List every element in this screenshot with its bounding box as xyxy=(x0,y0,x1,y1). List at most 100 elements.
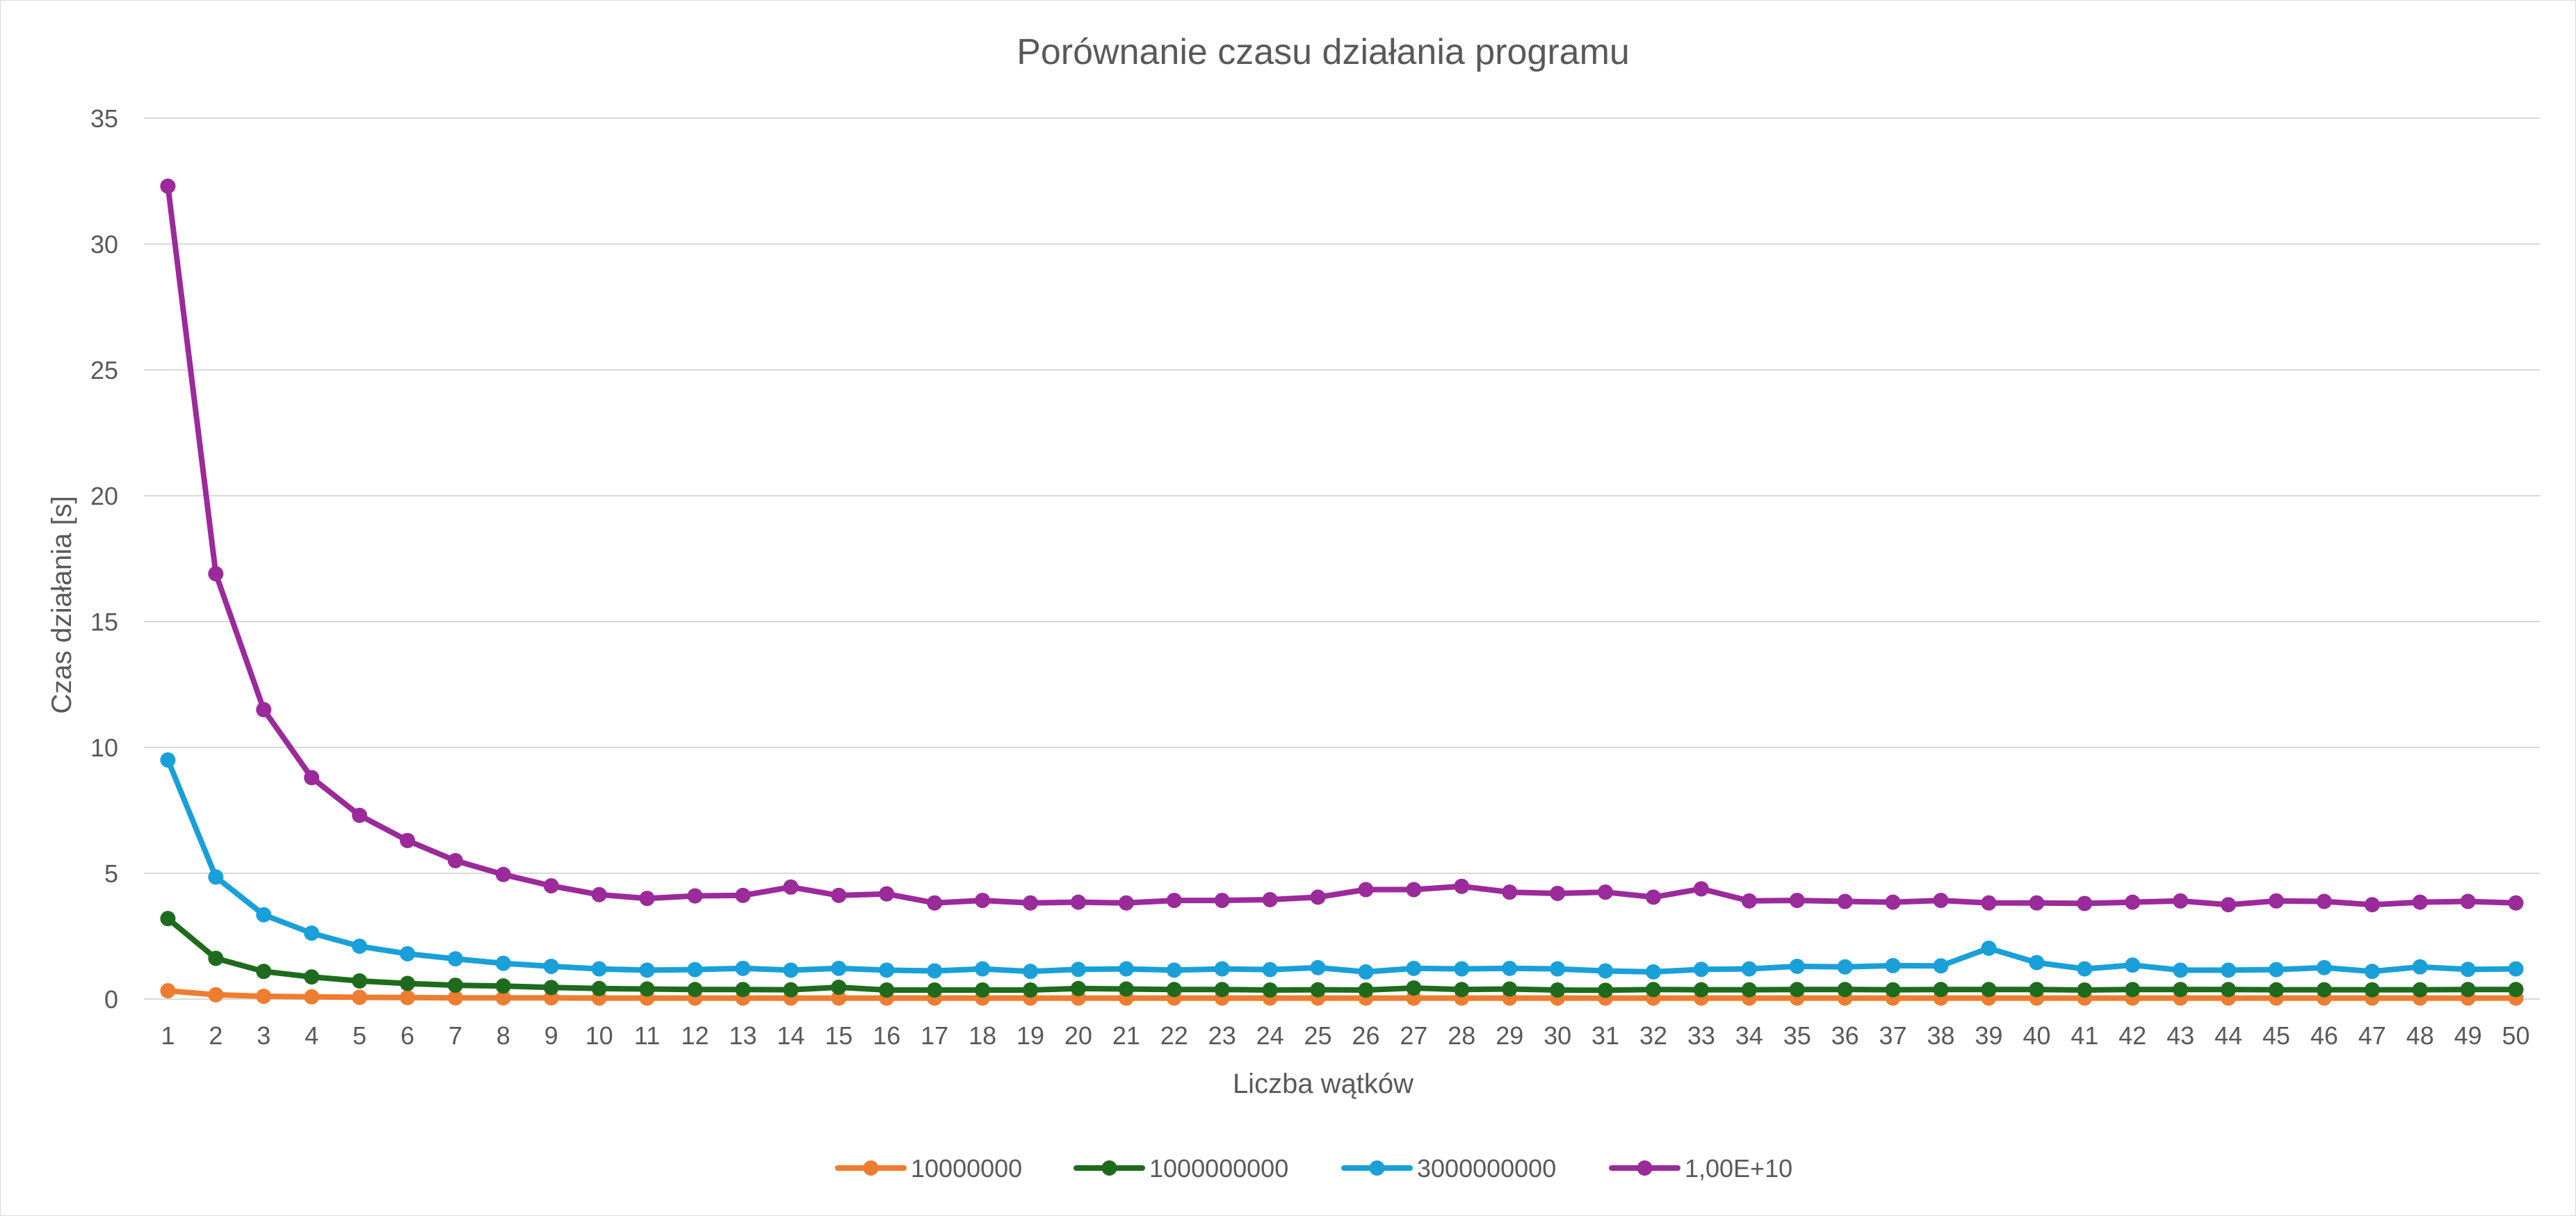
data-point xyxy=(1693,962,1709,978)
legend-item: 3000000000 xyxy=(1341,1154,1556,1183)
x-tick-label: 42 xyxy=(2119,1021,2146,1050)
data-point xyxy=(400,946,416,962)
x-tick-label: 6 xyxy=(400,1021,414,1050)
legend-swatch-marker xyxy=(863,1160,879,1176)
data-point xyxy=(687,982,703,998)
x-tick-label: 45 xyxy=(2262,1021,2290,1050)
data-point xyxy=(639,981,655,997)
x-tick-label: 31 xyxy=(1591,1021,1619,1050)
x-tick-label: 25 xyxy=(1304,1021,1332,1050)
x-tick-label: 5 xyxy=(353,1021,366,1050)
data-point xyxy=(1166,982,1182,998)
data-point xyxy=(2173,962,2189,978)
data-point xyxy=(2412,959,2428,975)
x-tick-label: 50 xyxy=(2502,1021,2530,1050)
data-point xyxy=(352,938,368,954)
data-point xyxy=(1502,884,1518,900)
data-point xyxy=(1933,893,1949,909)
x-tick-label: 23 xyxy=(1208,1021,1236,1050)
data-point xyxy=(304,989,320,1005)
data-point xyxy=(831,979,847,995)
data-point xyxy=(400,832,416,848)
x-tick-label: 13 xyxy=(729,1021,756,1050)
x-tick-label: 36 xyxy=(1831,1021,1859,1050)
legend-item: 1,00E+10 xyxy=(1609,1154,1792,1183)
data-point xyxy=(687,962,703,978)
data-point xyxy=(160,983,176,999)
y-tick-labels: 0 5 10 15 20 25 30 35 xyxy=(90,104,118,1014)
data-point xyxy=(1645,964,1661,980)
data-point xyxy=(1262,982,1278,998)
legend-swatch-marker xyxy=(1637,1160,1653,1176)
series-lines xyxy=(160,178,2524,1006)
y-tick-label: 10 xyxy=(90,733,118,762)
x-tick-label: 32 xyxy=(1639,1021,1667,1050)
data-point xyxy=(1645,982,1661,998)
data-point xyxy=(1358,964,1374,980)
x-tick-label: 33 xyxy=(1687,1021,1715,1050)
data-point xyxy=(975,893,991,909)
x-tick-label: 24 xyxy=(1256,1021,1284,1050)
data-point xyxy=(1118,895,1134,911)
data-point xyxy=(1262,892,1278,908)
series-line xyxy=(165,988,2519,1001)
data-point xyxy=(1550,885,1566,901)
data-point xyxy=(1550,961,1566,977)
data-point xyxy=(1406,960,1422,976)
x-tick-label: 35 xyxy=(1783,1021,1811,1050)
y-tick-label: 15 xyxy=(90,608,118,636)
data-point xyxy=(1454,878,1470,894)
x-tick-label: 8 xyxy=(496,1021,510,1050)
data-point xyxy=(1310,959,1326,975)
data-point xyxy=(1454,982,1470,998)
data-point xyxy=(783,982,799,998)
data-point xyxy=(2029,982,2045,998)
data-point xyxy=(2268,982,2284,998)
x-tick-labels: 1 2 3 4 5 6 7 8 9 10 11 12 13 14 15 16 17 18 19 20 21 22 23 24 2… xyxy=(161,1021,2529,1050)
data-point xyxy=(1166,962,1182,978)
data-point xyxy=(2125,982,2141,998)
data-point xyxy=(1981,895,1997,911)
y-tick-label: 25 xyxy=(90,356,118,384)
data-point xyxy=(1741,961,1757,977)
data-point xyxy=(208,950,224,966)
data-point xyxy=(1310,889,1326,905)
x-tick-label: 2 xyxy=(209,1021,222,1050)
x-tick-label: 17 xyxy=(921,1021,948,1050)
legend-item: 1000000000 xyxy=(1074,1154,1288,1183)
data-point xyxy=(1933,982,1949,998)
data-point xyxy=(2412,982,2428,998)
data-point xyxy=(1741,982,1757,998)
data-point xyxy=(2125,894,2141,910)
data-point xyxy=(495,990,511,1006)
data-point xyxy=(1406,882,1422,898)
data-point xyxy=(495,978,511,994)
x-tick-label: 29 xyxy=(1496,1021,1523,1050)
x-tick-label: 28 xyxy=(1448,1021,1475,1050)
data-point xyxy=(208,566,224,582)
data-point xyxy=(160,752,176,768)
data-point xyxy=(639,962,655,978)
x-tick-label: 15 xyxy=(825,1021,852,1050)
data-point xyxy=(1981,940,1997,956)
x-tick-label: 10 xyxy=(585,1021,613,1050)
data-point xyxy=(1310,982,1326,998)
data-point xyxy=(495,955,511,971)
data-point xyxy=(1358,982,1374,998)
x-tick-label: 39 xyxy=(1975,1021,2002,1050)
data-point xyxy=(927,982,943,998)
data-point xyxy=(2125,957,2141,973)
data-point xyxy=(783,962,799,978)
legend-item: 10000000 xyxy=(835,1154,1022,1183)
data-point xyxy=(543,958,559,974)
x-tick-label: 4 xyxy=(305,1021,318,1050)
data-point xyxy=(2316,893,2332,909)
x-tick-label: 14 xyxy=(777,1021,804,1050)
data-point xyxy=(1885,894,1901,910)
data-point xyxy=(447,951,463,967)
data-point xyxy=(1502,981,1518,997)
data-point xyxy=(1214,982,1230,998)
data-point xyxy=(1550,982,1566,998)
data-point xyxy=(256,989,272,1005)
